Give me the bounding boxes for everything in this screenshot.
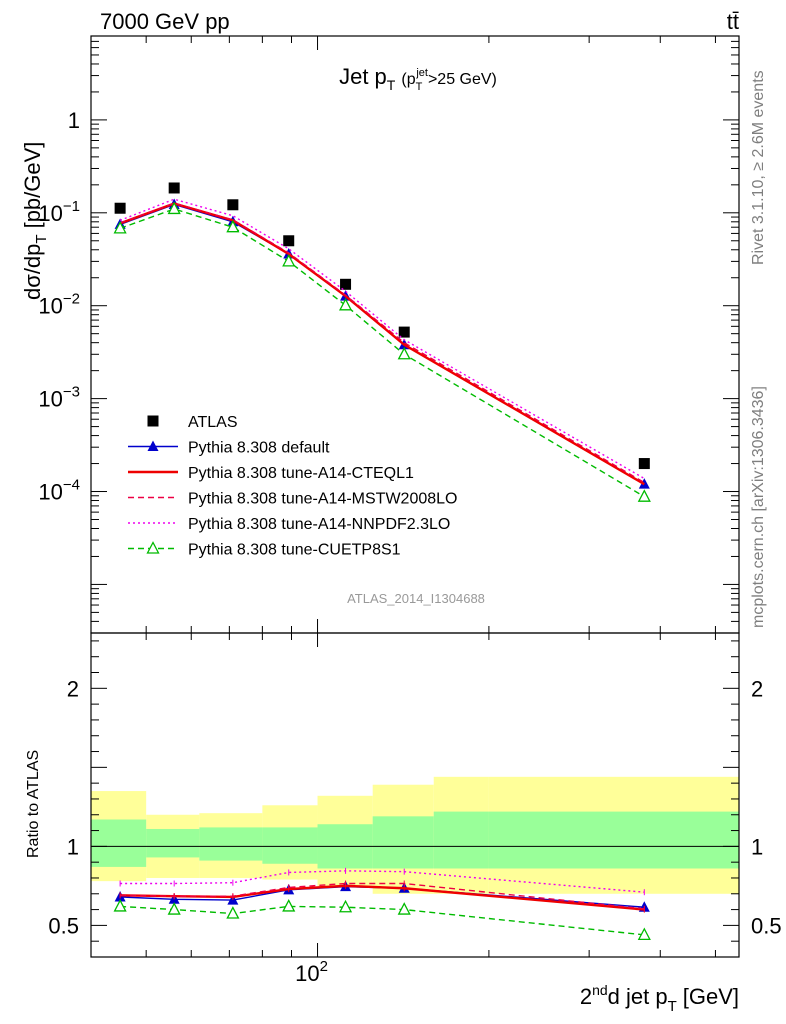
ratio-tick-label-left: 1	[67, 834, 79, 859]
data-point	[638, 458, 650, 470]
y-tick-label: 10−3	[38, 384, 80, 412]
ratio-series-5	[113, 899, 651, 941]
y-axis-label: dσ/dpT[pb/GeV]	[20, 142, 50, 300]
data-point	[282, 253, 296, 267]
data-point	[637, 489, 651, 502]
ratio-panel: 102 0.5 0.5 1 1 2 2	[48, 632, 782, 986]
series-3	[119, 202, 645, 484]
legend-entry: Pythia 8.308 tune-A14-MSTW2008LO	[128, 491, 457, 508]
x-tick-label: 102	[295, 958, 328, 986]
rivet-label: Rivet 3.1.10, ≥ 2.6M events	[750, 70, 767, 265]
header-energy: 7000 GeV pp	[100, 9, 230, 34]
data-point	[113, 220, 127, 234]
data-point	[283, 235, 295, 247]
series-line	[119, 198, 645, 480]
data-point	[146, 541, 160, 554]
legend-label: Pythia 8.308 default	[188, 440, 330, 457]
data-point	[338, 297, 353, 311]
legend-label: Pythia 8.308 tune-CUETP8S1	[188, 542, 401, 559]
ratio-series-4	[119, 867, 645, 896]
ratio-tick-label-right: 1	[751, 834, 763, 859]
data-point	[226, 906, 240, 919]
band-inner	[199, 827, 263, 861]
data-point	[226, 219, 240, 233]
series-0	[114, 182, 650, 470]
y-tick-label: 10−2	[38, 291, 80, 319]
legend: ATLAS Pythia 8.308 default Pythia 8.308 tu…	[128, 414, 457, 559]
ratio-tick-label-left: 0.5	[48, 913, 79, 938]
data-point	[338, 899, 353, 913]
data-point	[147, 440, 159, 451]
series-line	[119, 202, 645, 484]
ratio-line	[120, 905, 645, 936]
series-4	[119, 198, 645, 480]
data-point	[397, 346, 411, 360]
ratio-tick-label-right: 0.5	[751, 913, 782, 938]
ratio-series-3	[119, 880, 645, 912]
data-point	[168, 182, 180, 194]
band-inner	[262, 827, 318, 864]
data-point	[167, 902, 181, 915]
series-5	[113, 201, 651, 502]
legend-label: ATLAS	[188, 414, 238, 431]
legend-entry: Pythia 8.308 tune-A14-CTEQL1	[128, 465, 414, 482]
data-point	[398, 326, 410, 338]
y-tick-label: 10−4	[38, 477, 80, 505]
header-process: tt̄	[727, 9, 739, 34]
data-point	[340, 278, 352, 290]
legend-entry: Pythia 8.308 tune-A14-NNPDF2.3LO	[128, 516, 450, 533]
data-point	[114, 202, 126, 214]
chart-title: Jet pT (pTjet>25 GeV)	[339, 64, 497, 93]
y-tick-label: 1	[68, 108, 80, 133]
legend-label: Pythia 8.308 tune-A14-NNPDF2.3LO	[188, 516, 450, 533]
ratio-tick-label-right: 2	[751, 676, 763, 701]
band-inner	[146, 828, 200, 858]
main-panel: 1 10−1 10−2 10−3 10−4	[38, 35, 740, 957]
data-point	[637, 927, 651, 941]
data-point	[397, 902, 411, 915]
data-point	[147, 415, 159, 427]
legend-entry: ATLAS	[147, 414, 238, 431]
legend-entry: Pythia 8.308 tune-CUETP8S1	[128, 541, 401, 559]
band-inner	[488, 811, 739, 869]
legend-entry: Pythia 8.308 default	[128, 440, 330, 457]
legend-label: Pythia 8.308 tune-A14-MSTW2008LO	[188, 491, 457, 508]
data-point	[227, 199, 239, 211]
analysis-tag: ATLAS_2014_I1304688	[347, 591, 485, 606]
x-axis-label: 2ndd jet pT [GeV]	[580, 982, 739, 1015]
band-inner	[372, 816, 434, 869]
data-point	[167, 201, 181, 215]
ratio-axis-label: Ratio to ATLAS	[25, 750, 42, 858]
y-tick-label: 10−1	[38, 198, 80, 226]
ratio-tick-label-left: 2	[67, 676, 79, 701]
mcplots-label: mcplots.cern.ch [arXiv:1306.3436]	[750, 386, 767, 628]
legend-label: Pythia 8.308 tune-A14-CTEQL1	[188, 465, 414, 482]
data-point	[113, 899, 127, 912]
data-point	[282, 899, 296, 912]
band-inner	[433, 811, 489, 869]
ratio-frame	[90, 632, 740, 958]
band-inner	[91, 819, 147, 867]
